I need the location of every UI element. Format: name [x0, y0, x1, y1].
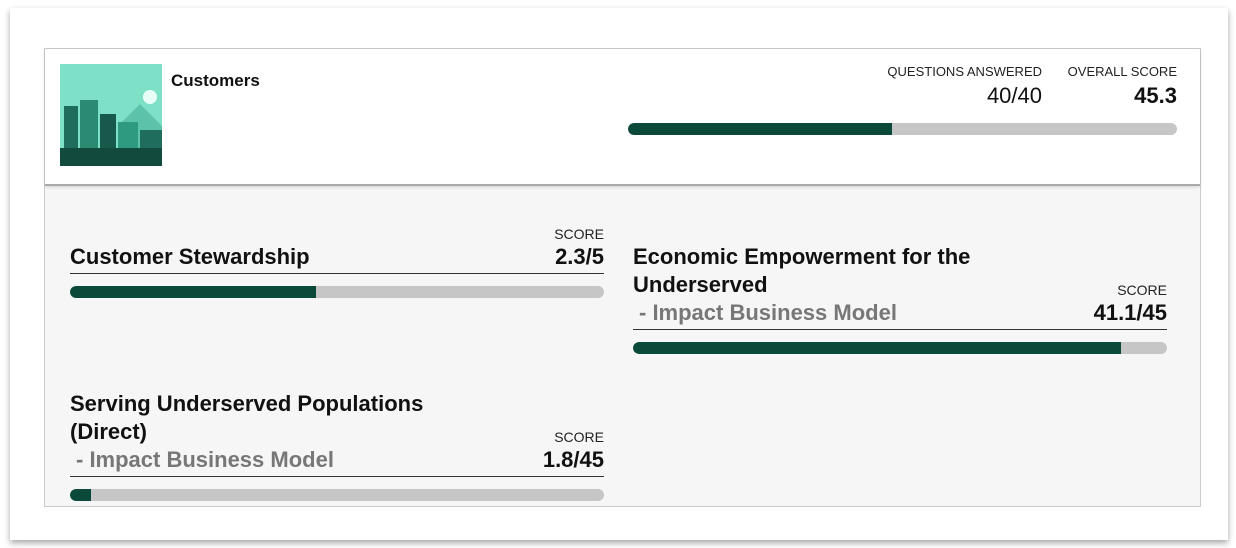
overall-value: 45.3: [1068, 83, 1177, 109]
score-progress: [70, 489, 91, 501]
header-title: Customers: [171, 71, 260, 91]
overall-track: [628, 123, 1177, 135]
section-subtitle: - Impact Business Model: [633, 299, 1033, 327]
questions-heading: QUESTIONS ANSWERED: [887, 64, 1042, 79]
score-track: [70, 489, 604, 501]
questions-value: 40/40: [887, 83, 1042, 109]
section-header: Economic Empowerment for the Underserved…: [633, 243, 1167, 330]
overall-progress: [628, 123, 892, 135]
score-heading: SCORE: [554, 225, 604, 243]
header: Customers QUESTIONS ANSWERED 40/40 OVERA…: [45, 49, 1200, 186]
panel: Customers QUESTIONS ANSWERED 40/40 OVERA…: [44, 48, 1201, 507]
section: Economic Empowerment for the Underserved…: [633, 243, 1167, 354]
score-track: [633, 342, 1167, 354]
score-progress: [70, 286, 316, 298]
section-title: Economic Empowerment for the Underserved: [633, 243, 1033, 299]
page: Customers QUESTIONS ANSWERED 40/40 OVERA…: [0, 0, 1236, 548]
questions-block: QUESTIONS ANSWERED 40/40: [887, 64, 1042, 109]
score-track: [70, 286, 604, 298]
score-heading: SCORE: [1094, 281, 1167, 299]
score-value: 41.1/45: [1094, 299, 1167, 327]
card: Customers QUESTIONS ANSWERED 40/40 OVERA…: [10, 8, 1228, 540]
overall-heading: OVERALL SCORE: [1068, 64, 1177, 79]
score-value: 2.3/5: [554, 243, 604, 271]
section-subtitle: - Impact Business Model: [70, 446, 470, 474]
score-value: 1.8/45: [543, 446, 604, 474]
section-header: Serving Underserved Populations (Direct)…: [70, 390, 604, 477]
section-titles: Economic Empowerment for the Underserved…: [633, 243, 1033, 327]
thumbnail: [60, 64, 162, 166]
section: Serving Underserved Populations (Direct)…: [70, 390, 604, 501]
section-titles: Serving Underserved Populations (Direct)…: [70, 390, 470, 474]
overall-block: OVERALL SCORE 45.3: [1068, 64, 1177, 109]
score-heading: SCORE: [543, 428, 604, 446]
section-title: Serving Underserved Populations (Direct): [70, 390, 470, 446]
score-progress: [633, 342, 1121, 354]
section-title: Customer Stewardship: [70, 243, 310, 271]
section-titles: Customer Stewardship: [70, 243, 310, 271]
